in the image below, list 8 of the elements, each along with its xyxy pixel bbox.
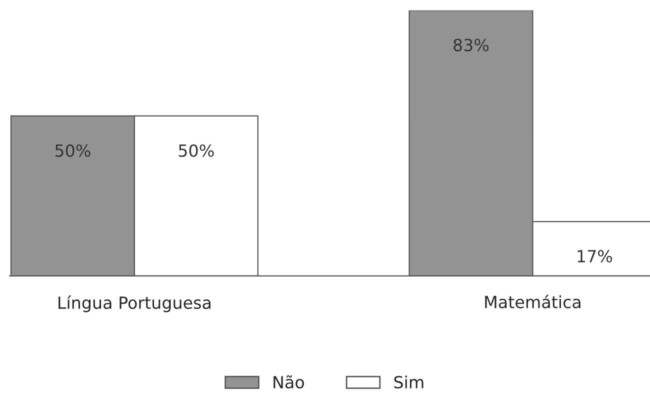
legend-label: Sim <box>394 376 424 388</box>
data-label: 17% <box>578 250 612 263</box>
data-label: 50% <box>178 144 214 157</box>
data-label: 50% <box>55 144 90 157</box>
legend-label: Não <box>274 375 304 388</box>
x-tick-label: Matemática <box>485 294 580 308</box>
x-tick-label: Língua Portuguesa <box>58 295 210 312</box>
data-label: 83% <box>454 38 489 52</box>
